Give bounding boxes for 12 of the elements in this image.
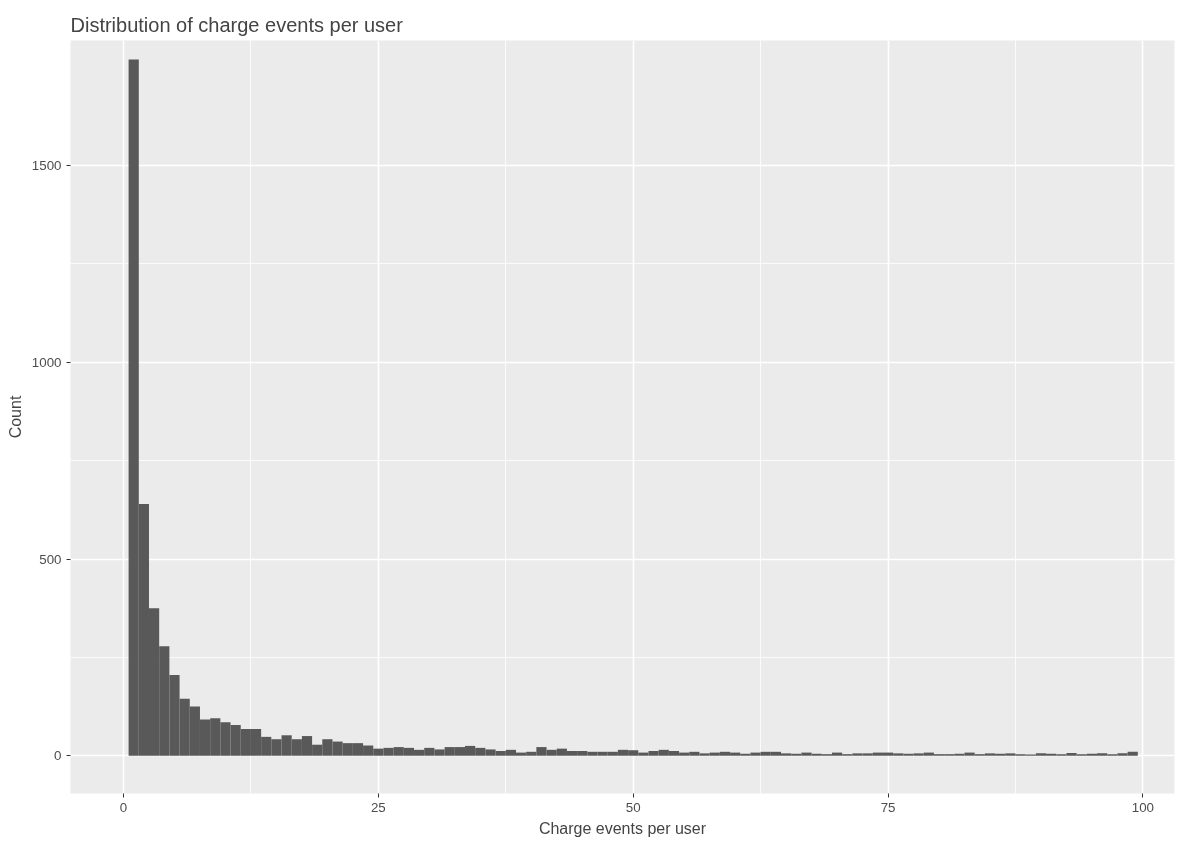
y-axis-title: Count bbox=[6, 395, 24, 439]
x-tick-label: 0 bbox=[119, 799, 128, 815]
x-axis-title: Charge events per user bbox=[538, 819, 707, 837]
x-tick-label: 50 bbox=[625, 799, 641, 815]
chart-title: Distribution of charge events per user bbox=[70, 13, 404, 36]
x-tick-label: 25 bbox=[370, 799, 386, 815]
x-tick-label: 75 bbox=[880, 799, 896, 815]
y-tick-label: 1500 bbox=[31, 158, 62, 174]
y-tick-label: 1000 bbox=[31, 354, 62, 370]
x-tick-label: 100 bbox=[1131, 799, 1155, 815]
y-tick-label: 0 bbox=[54, 748, 62, 764]
y-tick-label: 500 bbox=[39, 551, 62, 567]
